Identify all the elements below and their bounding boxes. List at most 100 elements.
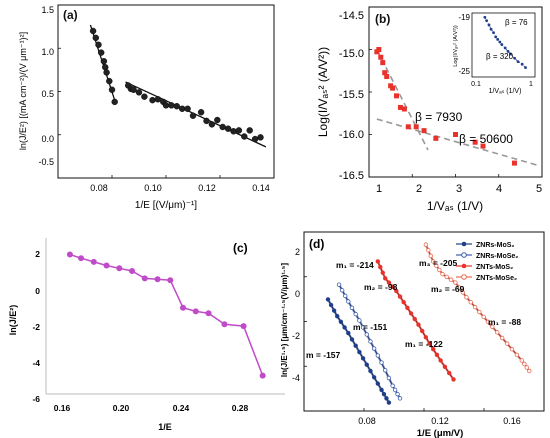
inset-data-point	[492, 31, 495, 35]
panel-b-ytick: -15.0	[339, 48, 364, 60]
data-point	[368, 339, 373, 344]
data-point	[154, 96, 162, 103]
data-point	[219, 123, 226, 131]
data-point	[259, 372, 266, 379]
data-point	[519, 358, 525, 363]
data-point	[371, 375, 377, 380]
panel-b-xtick: 4	[496, 183, 502, 195]
panel-c-xticks: 0.16 0.20 0.24 0.28	[54, 403, 249, 413]
panel-c-ytick: -4	[32, 358, 40, 368]
data-point	[168, 102, 175, 109]
panel-c-plot	[66, 251, 266, 379]
panel-d-xtick: 0.12	[431, 416, 449, 426]
inset-ytick: -19	[458, 13, 470, 22]
panel-d-ytick: 2	[295, 247, 300, 257]
data-point	[405, 124, 411, 130]
data-point	[378, 54, 384, 60]
data-point	[95, 41, 102, 48]
panel-d-xlabel: 1/E (μm/V)	[417, 428, 463, 438]
data-point	[438, 358, 443, 363]
panel-c-ytick: 0	[35, 286, 40, 296]
data-point	[375, 259, 381, 264]
data-point	[353, 343, 358, 348]
data-point	[390, 85, 396, 91]
data-point	[336, 282, 342, 287]
panel-d-xticks: 0.08 0.12 0.16	[358, 416, 521, 426]
panel-a-xtick: 0.10	[144, 183, 162, 193]
inset-data-point	[506, 50, 510, 53]
inset-data-point	[498, 40, 502, 44]
panel-d-label: (d)	[309, 237, 324, 251]
panel-d-ytick: -2	[292, 331, 300, 341]
data-point	[364, 332, 369, 337]
data-point	[100, 58, 108, 65]
data-point	[135, 89, 143, 96]
data-point	[472, 304, 478, 310]
panel-b-ylabel: Log(I/Vₐₛ² (A/V²))	[316, 47, 330, 137]
data-point	[116, 265, 123, 272]
panel-c: (c) 0.16 0.20 0.24 0.28 2 0 -2 -4 -6 1/E…	[8, 238, 285, 432]
data-point	[499, 335, 505, 341]
panel-a-ytick: 0.5	[41, 89, 54, 99]
data-point	[386, 375, 392, 381]
panel-d-xtick: 0.08	[358, 416, 376, 426]
data-point	[357, 349, 362, 355]
data-point	[382, 70, 388, 76]
panel-a-ytick: 0.0	[41, 134, 54, 144]
legend-marker	[461, 274, 467, 280]
inset-series-line	[484, 17, 526, 68]
data-point	[192, 308, 199, 315]
data-point	[444, 274, 449, 280]
slope-annotation: m₃ = -205	[419, 258, 457, 268]
data-point	[380, 270, 385, 275]
inset-data-point	[494, 35, 498, 39]
data-point	[78, 255, 85, 262]
data-point	[360, 325, 366, 330]
data-point	[397, 104, 403, 110]
legend-entry: ZNTs-MoSe₂	[476, 275, 517, 282]
inset-beta-annotation: β = 76	[505, 18, 528, 27]
data-point	[456, 285, 462, 290]
panel-b-ytick: -16.5	[339, 170, 364, 182]
slope-annotation: m₁ = -214	[336, 260, 374, 270]
data-point	[338, 319, 344, 325]
data-point	[412, 316, 417, 322]
inset-ylabel: Log(I/Vₐₛ² (A/V²))	[453, 25, 459, 67]
panel-c-xtick: 0.28	[232, 403, 249, 413]
legend-entry: ZNRs-MoSe₂	[476, 253, 518, 260]
data-point	[394, 288, 399, 294]
data-point	[468, 299, 473, 305]
panel-d-ytick: -4	[292, 373, 300, 383]
data-point	[413, 124, 419, 130]
data-point	[342, 325, 347, 330]
data-point	[427, 341, 432, 346]
data-point	[368, 368, 373, 374]
data-point	[197, 109, 205, 116]
data-point	[485, 319, 491, 325]
data-point	[522, 361, 527, 367]
legend-marker	[461, 263, 467, 269]
panel-c-xtick: 0.20	[113, 403, 130, 413]
data-point	[527, 368, 532, 374]
data-point	[66, 251, 73, 258]
panel-b-xtick: 1	[376, 183, 382, 195]
inset-data-point	[489, 27, 493, 31]
data-point	[460, 290, 465, 295]
data-point	[173, 103, 181, 110]
inset-data-point	[520, 62, 524, 66]
data-point	[103, 262, 110, 269]
panel-a-label: (a)	[63, 8, 78, 22]
data-point	[392, 387, 398, 393]
data-point	[464, 295, 469, 300]
panel-b-ytick: -14.5	[339, 10, 364, 22]
inset-data-point	[500, 43, 504, 46]
slope-annotation: m = -157	[306, 350, 341, 360]
fit-line	[376, 49, 429, 151]
data-point	[92, 34, 100, 42]
data-point	[383, 276, 388, 281]
data-point	[421, 128, 427, 134]
panel-b-xtick: 3	[456, 183, 462, 195]
inset-data-point	[483, 15, 487, 19]
data-point	[426, 248, 431, 253]
panel-a-plot	[57, 4, 275, 179]
